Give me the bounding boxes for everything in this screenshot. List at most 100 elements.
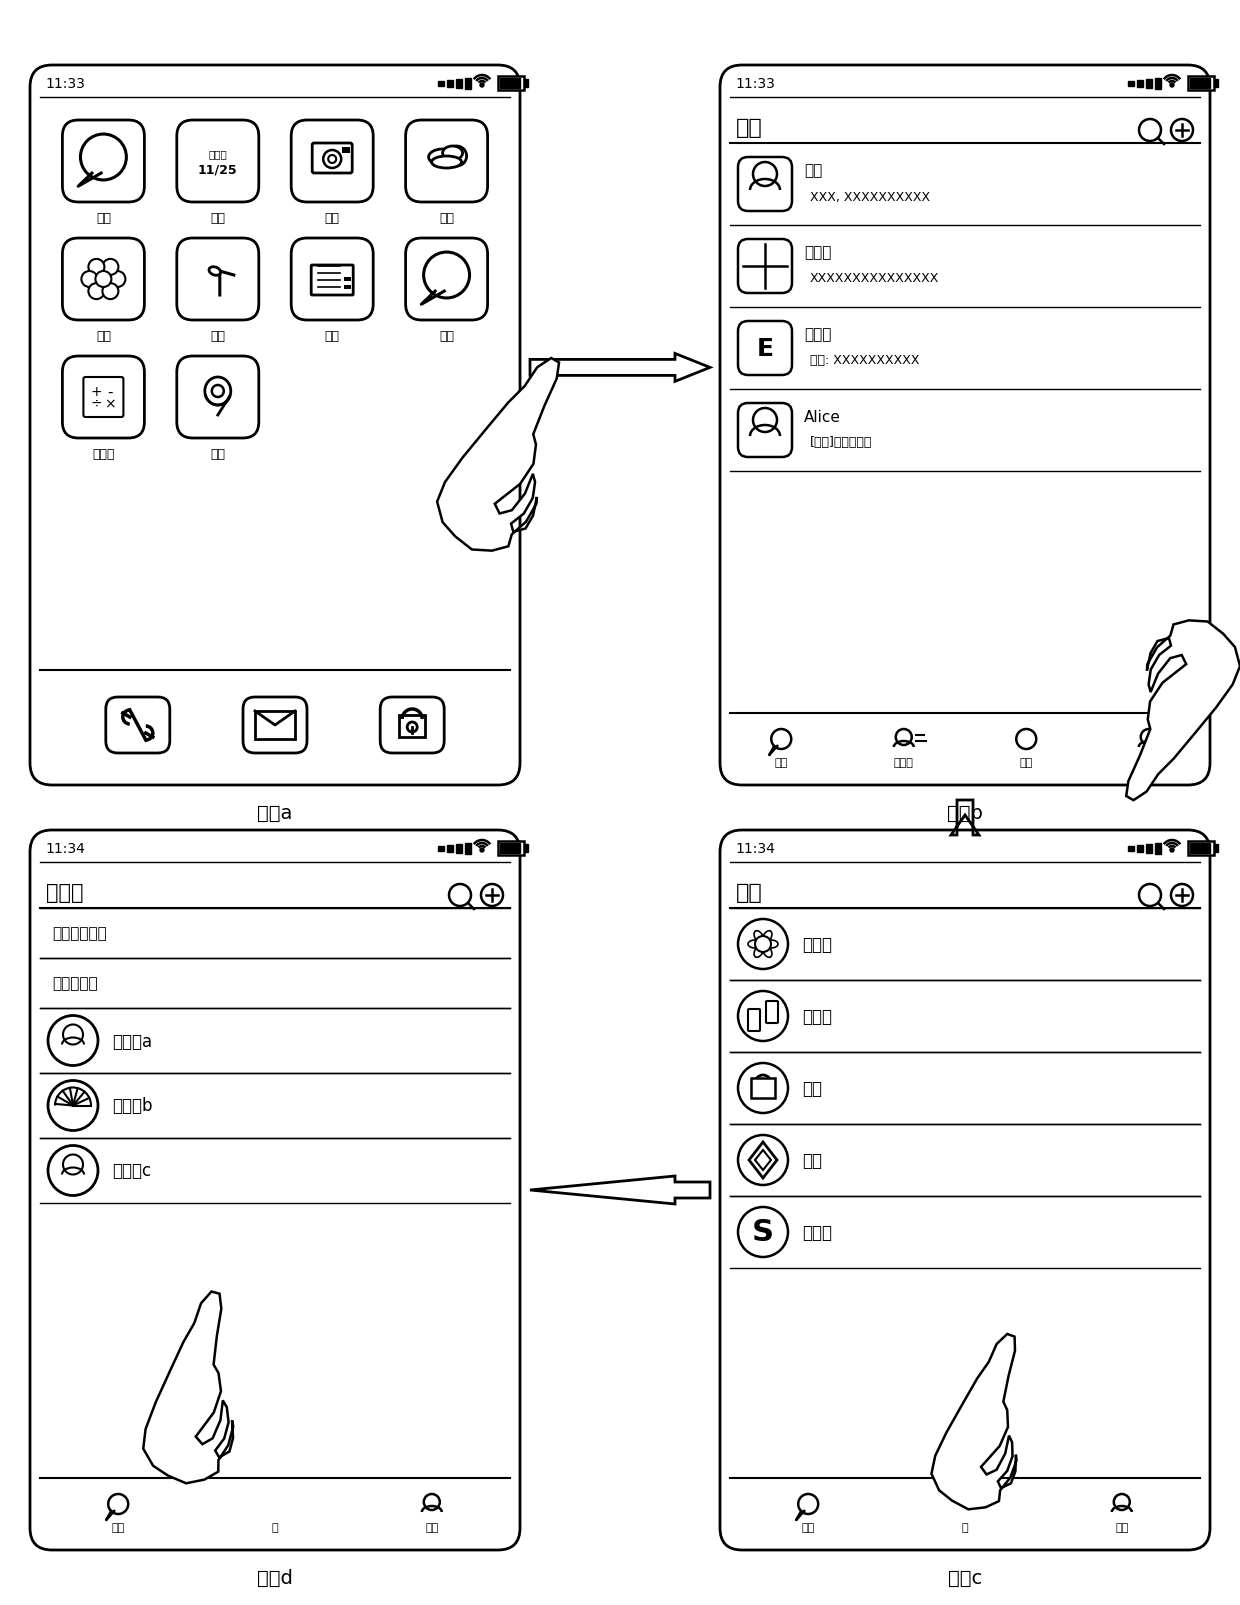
Circle shape xyxy=(424,254,470,299)
FancyBboxPatch shape xyxy=(177,239,259,321)
Text: +: + xyxy=(91,385,102,398)
Text: 个人: 个人 xyxy=(425,1522,439,1533)
FancyBboxPatch shape xyxy=(177,356,259,438)
Text: 秒杀: XXXXXXXXXX: 秒杀: XXXXXXXXXX xyxy=(810,355,920,368)
Circle shape xyxy=(1140,120,1161,141)
Polygon shape xyxy=(529,1176,711,1204)
Circle shape xyxy=(1141,730,1157,746)
Text: 发现: 发现 xyxy=(1019,758,1033,767)
Circle shape xyxy=(1171,884,1193,907)
Text: S: S xyxy=(751,1218,774,1247)
Text: 音乐: 音乐 xyxy=(211,329,226,343)
Text: 附近的小程序: 附近的小程序 xyxy=(52,926,107,941)
Circle shape xyxy=(108,1494,128,1514)
Bar xyxy=(1190,79,1210,88)
Bar xyxy=(465,843,471,854)
FancyBboxPatch shape xyxy=(62,356,144,438)
Bar xyxy=(399,716,425,738)
Circle shape xyxy=(407,722,417,732)
Ellipse shape xyxy=(763,945,773,958)
Text: 相机: 相机 xyxy=(325,212,340,225)
Circle shape xyxy=(48,1146,98,1196)
Text: 信息: 信息 xyxy=(775,758,787,767)
Text: 计算器: 计算器 xyxy=(92,448,114,461)
Text: 旗舰店: 旗舰店 xyxy=(804,327,831,342)
Circle shape xyxy=(1114,1494,1130,1510)
FancyBboxPatch shape xyxy=(766,1002,777,1024)
Polygon shape xyxy=(144,1292,233,1483)
FancyBboxPatch shape xyxy=(738,239,792,294)
Text: XXXXXXXXXXXXXXX: XXXXXXXXXXXXXXX xyxy=(810,273,940,286)
Polygon shape xyxy=(931,1334,1017,1509)
Ellipse shape xyxy=(210,268,221,276)
Polygon shape xyxy=(438,360,559,552)
Circle shape xyxy=(738,1064,787,1114)
Text: 通讯录: 通讯录 xyxy=(894,758,914,767)
Text: 11:33: 11:33 xyxy=(735,77,775,91)
Bar xyxy=(1154,79,1161,90)
Circle shape xyxy=(88,260,104,276)
Polygon shape xyxy=(1126,621,1240,801)
FancyBboxPatch shape xyxy=(720,830,1210,1550)
Circle shape xyxy=(109,271,125,287)
Text: 视频: 视频 xyxy=(325,329,340,343)
FancyBboxPatch shape xyxy=(312,144,352,173)
Text: 朋友圈: 朋友圈 xyxy=(802,936,832,953)
Bar xyxy=(500,844,520,854)
Bar xyxy=(1146,844,1152,852)
FancyBboxPatch shape xyxy=(738,157,792,212)
FancyBboxPatch shape xyxy=(177,120,259,202)
Text: 页面a: 页面a xyxy=(258,804,293,822)
Ellipse shape xyxy=(443,148,463,160)
Circle shape xyxy=(95,271,112,287)
Circle shape xyxy=(329,156,336,164)
FancyBboxPatch shape xyxy=(311,266,353,295)
Circle shape xyxy=(738,1135,787,1184)
Text: 天气: 天气 xyxy=(439,212,454,225)
Circle shape xyxy=(446,148,466,167)
FancyBboxPatch shape xyxy=(62,239,144,321)
Circle shape xyxy=(771,730,791,750)
Ellipse shape xyxy=(748,941,763,949)
Bar xyxy=(446,80,453,87)
Bar xyxy=(446,844,453,852)
FancyBboxPatch shape xyxy=(748,1010,760,1032)
FancyBboxPatch shape xyxy=(243,698,308,753)
Text: 购物: 购物 xyxy=(802,1079,822,1098)
Text: 信息: 信息 xyxy=(112,1522,125,1533)
Circle shape xyxy=(753,409,777,433)
Text: [附件]（无主题）: [附件]（无主题） xyxy=(810,437,873,449)
Circle shape xyxy=(449,884,471,907)
Text: 笑笑: 笑笑 xyxy=(804,164,822,178)
Text: -: - xyxy=(108,384,113,400)
Circle shape xyxy=(738,1207,787,1257)
Bar xyxy=(1137,80,1143,87)
Bar xyxy=(1154,843,1161,854)
Text: XXX, XXXXXXXXXX: XXX, XXXXXXXXXX xyxy=(810,191,930,204)
Bar xyxy=(1188,841,1214,855)
Circle shape xyxy=(212,385,223,398)
Bar xyxy=(1146,80,1152,88)
Circle shape xyxy=(481,884,503,907)
Text: 摇一摇: 摇一摇 xyxy=(802,1008,832,1026)
Ellipse shape xyxy=(429,149,456,165)
FancyBboxPatch shape xyxy=(30,830,520,1550)
FancyBboxPatch shape xyxy=(405,239,487,321)
Text: E: E xyxy=(756,337,774,361)
Bar xyxy=(438,846,444,851)
Text: 图片: 图片 xyxy=(95,329,110,343)
Bar xyxy=(500,79,520,88)
Circle shape xyxy=(48,1080,98,1132)
Bar xyxy=(1188,77,1214,91)
Circle shape xyxy=(799,1494,818,1514)
FancyBboxPatch shape xyxy=(720,66,1210,785)
Circle shape xyxy=(738,992,787,1042)
Text: 导航: 导航 xyxy=(211,448,226,461)
Text: 信息: 信息 xyxy=(801,1522,815,1533)
Circle shape xyxy=(1017,730,1037,750)
Circle shape xyxy=(1140,884,1161,907)
FancyBboxPatch shape xyxy=(83,377,124,417)
Bar xyxy=(751,1079,775,1098)
Text: 小程序: 小程序 xyxy=(46,883,83,902)
Text: 小程序a: 小程序a xyxy=(112,1032,153,1050)
